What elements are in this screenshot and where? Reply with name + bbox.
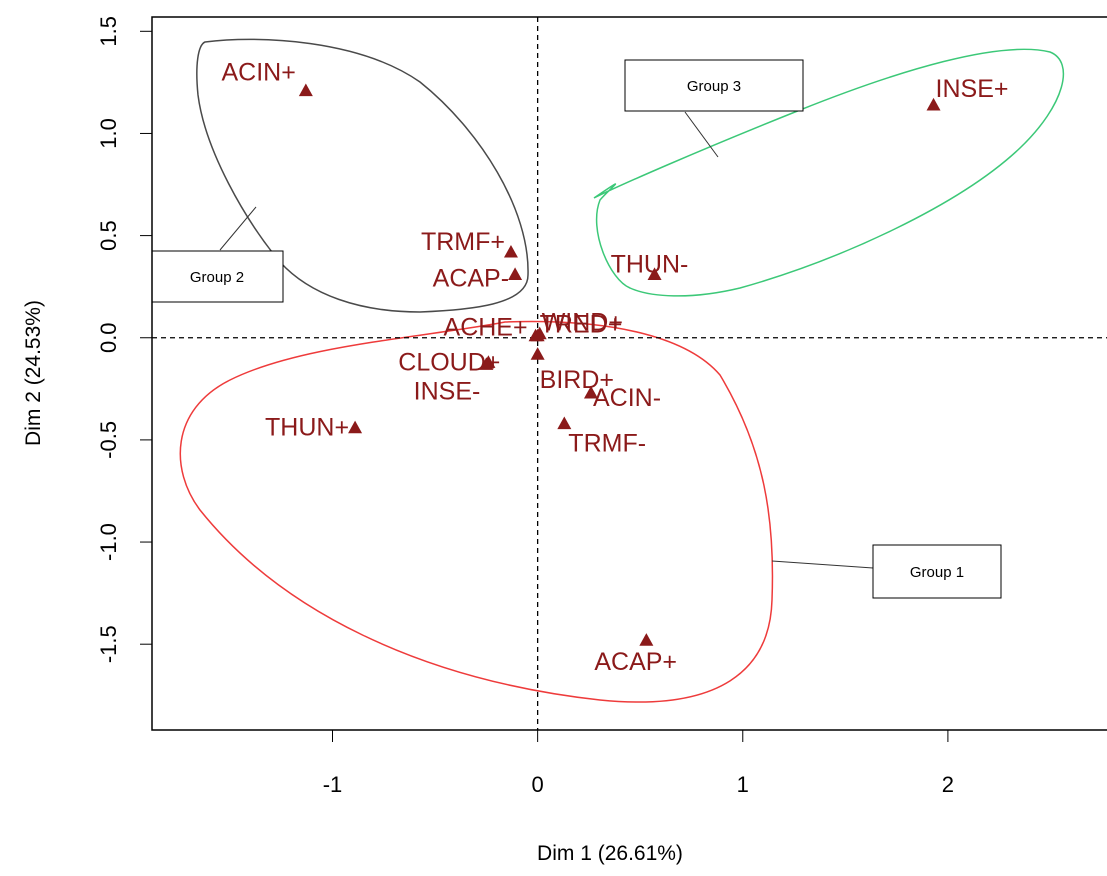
point-label: TRMF+ [421,228,505,256]
point-label: ACAP+ [594,648,677,676]
x-tick-label: 1 [737,772,749,797]
x-axis-title: Dim 1 (26.61%) [537,842,683,865]
point-marker-bird-plus [530,347,545,360]
point-marker-inse-plus [926,97,941,111]
group-1-pointer [771,560,874,569]
point-marker-thun-minus [647,267,662,281]
point-marker-acin-plus [298,83,313,97]
point-label: ACIN- [593,384,661,412]
group-1-hull [179,320,774,703]
group-1-box: Group 1 [872,544,1002,599]
group-3-hull [593,48,1065,297]
y-tick-label: -1.5 [96,625,121,663]
point-marker-trmf-plus [503,244,518,258]
x-tick-label: -1 [323,772,343,797]
point-label: INSE+ [936,75,1009,103]
point-label: TRMF- [568,430,646,458]
x-tick-label: 0 [532,772,544,797]
point-marker-acin-minus [583,385,598,399]
points-layer: ACIN+ TRMF+ ACAP- THUN- INSE+ ACHE+ TRED+WIND+… [222,59,1009,677]
group-3-box: Group 3 [624,59,804,112]
plot-border [151,16,1107,731]
point-label: CLOUD+ [398,348,500,376]
y-tick-label: -0.5 [96,421,121,459]
point-label: ACHE+ [444,314,528,342]
point-label: ACAP- [433,264,509,292]
y-tick-label: 1.5 [96,16,121,47]
point-marker-trmf-minus [557,416,572,430]
point-label: BIRD+ [540,366,614,394]
y-tick-label: 0.5 [96,220,121,251]
point-label: THUN- [611,250,689,278]
axes: -1 0 1 2 -1.5 -1.0 -0.5 0.0 0.5 1.0 1.5 [96,16,954,797]
point-marker-wind-plus [532,326,547,340]
y-tick-label: 0.0 [96,322,121,353]
y-tick-label: -1.0 [96,523,121,561]
point-marker-thun-plus [348,420,363,434]
x-tick-label: 2 [942,772,954,797]
group-3-label: Group 3 [687,78,741,95]
point-label: ACIN+ [222,59,296,87]
group-2-box: Group 2 [151,250,284,303]
point-label: THUN+ [265,414,349,442]
reference-lines [152,17,1107,730]
point-label: TRED+ [540,311,623,339]
y-tick-label: 1.0 [96,118,121,149]
y-axis-title: Dim 2 (24.53%) [22,300,45,446]
point-label: WIND+ [542,309,623,337]
group-3-pointer [684,111,719,158]
point-marker-inse-minus [479,357,494,370]
point-label: INSE- [414,377,481,405]
point-marker-acap-plus [639,633,654,646]
group-1-label: Group 1 [910,564,964,581]
group-2-label: Group 2 [190,269,244,286]
group-2-pointer [219,206,257,251]
point-marker-acap-minus [508,267,523,281]
group-2-hull [196,38,529,313]
